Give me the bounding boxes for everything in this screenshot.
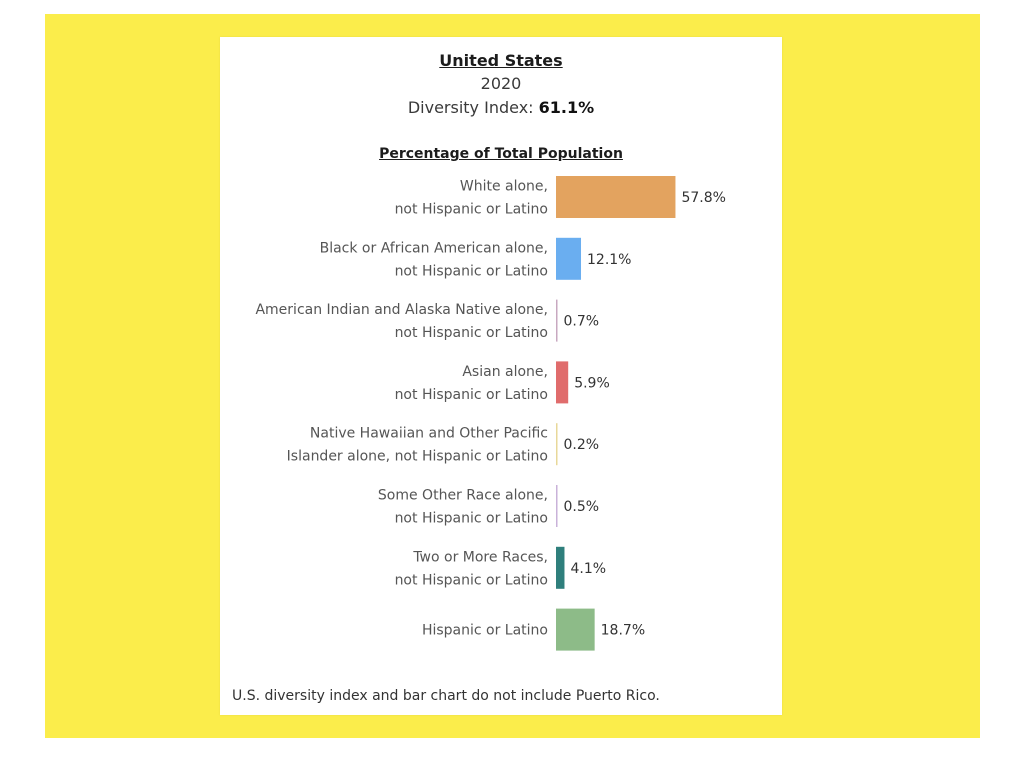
category-label-6-0: Two or More Races,: [412, 549, 548, 565]
category-label-7-0: Hispanic or Latino: [422, 623, 548, 639]
category-label-4-1: Islander alone, not Hispanic or Latino: [287, 449, 548, 465]
category-label-5-1: not Hispanic or Latino: [395, 511, 548, 527]
category-label-5-0: Some Other Race alone,: [378, 488, 548, 504]
value-label-1: 12.1%: [587, 252, 631, 268]
diversity-index-label: Diversity Index:: [407, 98, 534, 117]
value-label-7: 18.7%: [601, 623, 645, 639]
bar-1: [556, 237, 582, 280]
diversity-index: Diversity Index: 61.1%: [220, 98, 782, 117]
bar-7: [556, 608, 595, 651]
diversity-index-value: 61.1%: [538, 98, 595, 117]
value-label-4: 0.2%: [564, 437, 600, 453]
value-label-6: 4.1%: [570, 561, 606, 577]
footnote: U.S. diversity index and bar chart do no…: [232, 688, 660, 704]
bar-3: [556, 361, 569, 404]
chart-title: Percentage of Total Population: [379, 146, 623, 162]
category-label-2-0: American Indian and Alaska Native alone,: [255, 302, 548, 318]
bar-chart: 57.8% White alone, not Hispanic or Latino 1…: [255, 176, 726, 651]
category-label-3-1: not Hispanic or Latino: [395, 387, 548, 403]
bar-6: [556, 546, 565, 589]
value-label-2: 0.7%: [564, 314, 600, 330]
category-label-6-1: not Hispanic or Latino: [395, 572, 548, 588]
category-label-4-0: Native Hawaiian and Other Pacific: [310, 426, 548, 442]
category-label-0-1: not Hispanic or Latino: [395, 202, 548, 218]
chart-card: United States 2020 Diversity Index: 61.1…: [220, 37, 782, 715]
category-label-2-1: not Hispanic or Latino: [395, 325, 548, 341]
year-label: 2020: [480, 74, 522, 93]
category-label-1-1: not Hispanic or Latino: [395, 263, 548, 279]
value-label-0: 57.8%: [681, 190, 725, 206]
category-label-3-0: Asian alone,: [462, 364, 548, 380]
category-label-1-0: Black or African American alone,: [320, 240, 548, 256]
bar-0: [556, 176, 676, 218]
value-label-3: 5.9%: [574, 375, 610, 391]
bar-5: [556, 485, 558, 527]
category-label-0-0: White alone,: [460, 179, 548, 195]
bar-2: [556, 299, 558, 342]
bar-4: [556, 423, 558, 466]
value-label-5: 0.5%: [564, 499, 600, 515]
page-title: United States: [439, 51, 563, 70]
